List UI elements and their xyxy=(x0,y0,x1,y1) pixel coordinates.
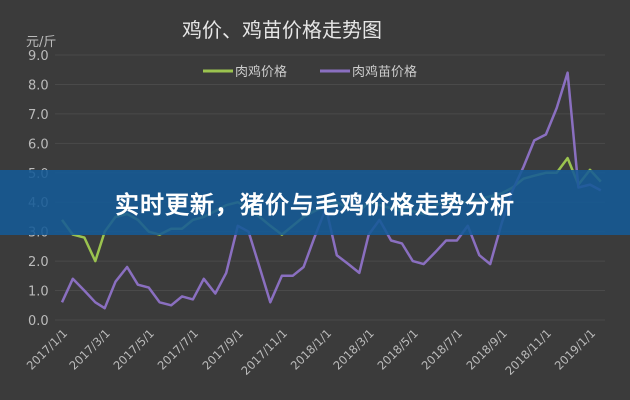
x-tick-label: 2018/3/1 xyxy=(330,326,376,372)
x-tick-label: 2017/7/1 xyxy=(155,326,201,372)
x-tick-label: 2018/7/1 xyxy=(419,326,465,372)
x-tick-label: 2019/1/1 xyxy=(552,326,598,372)
y-tick-label: 1.0 xyxy=(28,285,49,300)
y-tick-label: 2.0 xyxy=(28,255,49,270)
headline-text: 实时更新，猪价与毛鸡价格走势分析 xyxy=(115,191,515,219)
x-tick-label: 2018/1/1 xyxy=(288,326,334,372)
legend: 肉鸡价格 肉鸡苗价格 xyxy=(203,64,417,80)
x-tick-label: 2018/9/1 xyxy=(463,326,509,372)
legend-label-1: 肉鸡价格 xyxy=(235,64,287,80)
headline-banner: 实时更新，猪价与毛鸡价格走势分析 xyxy=(0,170,630,235)
chart-title: 鸡价、鸡苗价格走势图 xyxy=(182,18,382,42)
y-tick-label: 9.0 xyxy=(28,49,49,64)
y-tick-label: 6.0 xyxy=(28,137,49,152)
x-tick-label: 2017/5/1 xyxy=(110,326,156,372)
x-tick-label: 2017/3/1 xyxy=(66,326,112,372)
y-tick-label: 7.0 xyxy=(28,108,49,123)
x-tick-label: 2017/11/1 xyxy=(238,326,290,378)
y-tick-label: 8.0 xyxy=(28,78,49,93)
x-tick-label: 2017/9/1 xyxy=(199,326,245,372)
y-tick-label: 0.0 xyxy=(28,314,49,329)
y-axis-label: 元/斤 xyxy=(26,35,56,50)
x-tick-label: 2018/5/1 xyxy=(374,326,420,372)
x-tick-label: 2017/1/1 xyxy=(24,326,70,372)
x-tick-label: 2018/11/1 xyxy=(502,326,554,378)
legend-label-2: 肉鸡苗价格 xyxy=(352,64,417,80)
